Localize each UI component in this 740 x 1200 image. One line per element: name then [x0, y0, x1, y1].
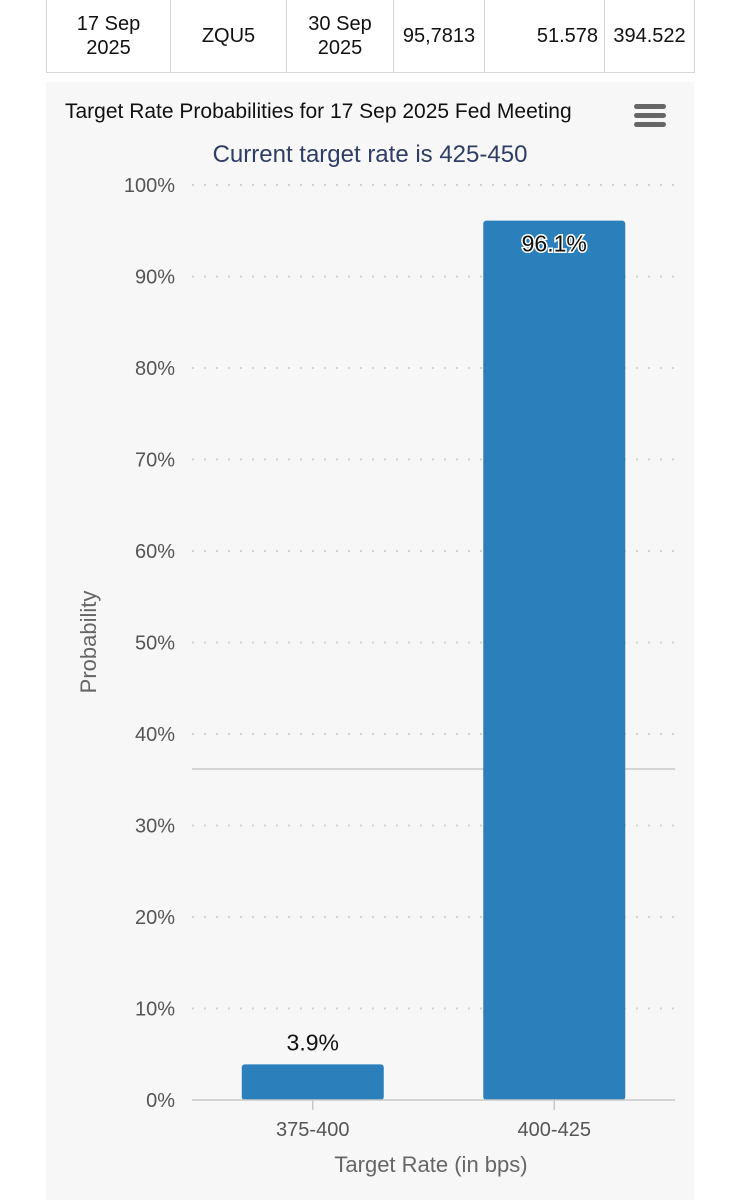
mid-price-cell: 95,7813 [393, 0, 485, 73]
x-tick-label: 400-425 [518, 1119, 591, 1141]
expires-cell: 30 Sep 2025 [286, 0, 394, 73]
y-axis-ticks: 0% 10% 20% 30% 40% 50% 60% 70% 80% 90% 100% [124, 175, 175, 1112]
table-row: 17 Sep 2025 ZQU5 30 Sep 2025 95,7813 51.… [46, 0, 695, 73]
prior-oi-cell: 394.522 [604, 0, 695, 73]
data-label: 96.1% [522, 231, 587, 257]
prior-volume-cell: 51.578 [484, 0, 605, 73]
x-axis-ticks: 375-400 400-425 [276, 1100, 591, 1141]
y-tick-label: 60% [135, 541, 175, 563]
probability-chart: 0% 10% 20% 30% 40% 50% 60% 70% 80% 90% 100% 3.9% 96… [76, 175, 675, 1177]
y-tick-label: 10% [135, 999, 175, 1021]
y-tick-label: 90% [135, 267, 175, 289]
y-tick-label: 40% [135, 724, 175, 746]
bars: 3.9% 96.1% [241, 220, 626, 1100]
y-axis-title: Probability [76, 591, 101, 694]
x-axis-title: Target Rate (in bps) [334, 1152, 527, 1177]
x-tick-label: 375-400 [276, 1119, 349, 1141]
menu-bar [634, 104, 666, 109]
chart-panel: 0% 10% 20% 30% 40% 50% 60% 70% 80% 90% 100% 3.9% 96… [46, 82, 694, 1200]
bar-375-400[interactable] [241, 1064, 384, 1100]
hamburger-menu-icon[interactable] [634, 104, 666, 130]
y-tick-label: 100% [124, 175, 175, 197]
y-tick-label: 80% [135, 358, 175, 380]
data-label: 3.9% [287, 1029, 339, 1055]
grid-lines [192, 184, 675, 1010]
chart-subtitle: Current target rate is 425-450 [212, 141, 528, 168]
chart-title: Target Rate Probabilities for 17 Sep 202… [65, 100, 572, 123]
menu-bar [634, 122, 666, 127]
bar-400-425[interactable] [483, 220, 626, 1100]
y-tick-label: 20% [135, 907, 175, 929]
y-tick-label: 0% [146, 1090, 175, 1112]
futures-table-wrapper: 17 Sep 2025 ZQU5 30 Sep 2025 95,7813 51.… [46, 0, 695, 73]
futures-table: 17 Sep 2025 ZQU5 30 Sep 2025 95,7813 51.… [46, 0, 695, 73]
y-tick-label: 30% [135, 816, 175, 838]
meeting-date-cell: 17 Sep 2025 [46, 0, 171, 73]
y-tick-label: 50% [135, 633, 175, 655]
menu-bar [634, 113, 666, 118]
contract-cell: ZQU5 [170, 0, 287, 73]
y-tick-label: 70% [135, 450, 175, 472]
